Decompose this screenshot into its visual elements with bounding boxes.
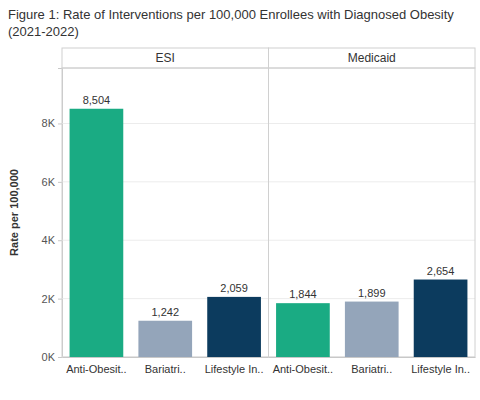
data-label: 2,654 — [427, 265, 455, 277]
x-tick: Bariatri.. — [145, 357, 186, 375]
panel-frame — [62, 68, 269, 357]
panel-header-box — [62, 48, 269, 68]
grid-line — [269, 240, 476, 241]
y-tick-label: 4K — [42, 234, 56, 246]
x-tick-label: Lifestyle In.. — [411, 363, 470, 375]
data-label: 1,844 — [289, 288, 317, 300]
bars — [70, 109, 261, 357]
y-tick-label: 0K — [42, 351, 56, 363]
y-tick: 2K — [42, 293, 62, 305]
panel-frame — [269, 68, 476, 357]
y-tick-label: 6K — [42, 176, 56, 188]
y-axis: 0K 2K 4K 6K 8K — [42, 69, 63, 364]
y-tick-mark — [58, 182, 62, 183]
data-label: 1,899 — [358, 287, 386, 299]
grid-line — [269, 181, 476, 182]
x-axis: Anti-Obesit.. Bariatri.. Lifestyle In.. — [269, 357, 476, 375]
bar — [70, 109, 124, 357]
panel-header: ESI — [156, 51, 175, 65]
y-tick-label: 8K — [42, 117, 56, 129]
x-tick-label: Lifestyle In.. — [205, 363, 264, 375]
y-tick-mark — [58, 123, 62, 124]
y-tick-mark — [58, 299, 62, 300]
x-axis-line — [63, 357, 270, 358]
x-tick: Anti-Obesit.. — [66, 357, 127, 375]
x-axis: Anti-Obesit.. Bariatri.. Lifestyle In.. — [63, 357, 270, 375]
chart-title: Figure 1: Rate of Interventions per 100,… — [8, 6, 470, 40]
x-tick: Lifestyle In.. — [205, 357, 264, 375]
y-tick-label: 2K — [42, 293, 56, 305]
x-tick-label: Anti-Obesit.. — [66, 363, 127, 375]
bar — [207, 297, 261, 357]
chart: Rate per 100,000 0K 2K 4K 6K 8K ESI 8,504 1,242 2… — [0, 0, 480, 400]
y-tick-mark — [58, 240, 62, 241]
panel-header: Medicaid — [348, 51, 396, 65]
y-tick: 4K — [42, 234, 62, 246]
x-tick-label: Bariatri.. — [145, 363, 186, 375]
x-tick-label: Anti-Obesit.. — [273, 363, 334, 375]
bar — [276, 303, 330, 357]
grid-line — [269, 123, 476, 124]
y-tick-mark — [58, 357, 62, 358]
data-labels: 8,504 1,242 2,059 — [83, 94, 248, 318]
x-axis-line — [269, 357, 476, 358]
bars — [276, 280, 467, 357]
data-label: 8,504 — [83, 94, 111, 106]
y-tick: 8K — [42, 117, 62, 129]
x-tick: Lifestyle In.. — [411, 357, 470, 375]
x-tick: Anti-Obesit.. — [273, 357, 334, 375]
data-label: 2,059 — [220, 282, 248, 294]
bar — [345, 302, 399, 357]
y-tick: 0K — [42, 351, 62, 363]
panel: ESI 8,504 1,242 2,059 Anti-Obesit.. Bariatri.… — [62, 48, 269, 375]
y-tick: 6K — [42, 176, 62, 188]
data-label: 1,242 — [151, 306, 179, 318]
x-tick: Bariatri.. — [351, 357, 392, 375]
y-axis-title: Rate per 100,000 — [8, 169, 20, 256]
data-labels: 1,844 1,899 2,654 — [289, 265, 454, 301]
x-tick-label: Bariatri.. — [351, 363, 392, 375]
panel-header-box — [269, 48, 476, 68]
panel: Medicaid 1,844 1,899 2,654 Anti-Obesit.. Bari… — [269, 48, 476, 375]
bar — [138, 321, 192, 357]
bar — [414, 280, 468, 357]
